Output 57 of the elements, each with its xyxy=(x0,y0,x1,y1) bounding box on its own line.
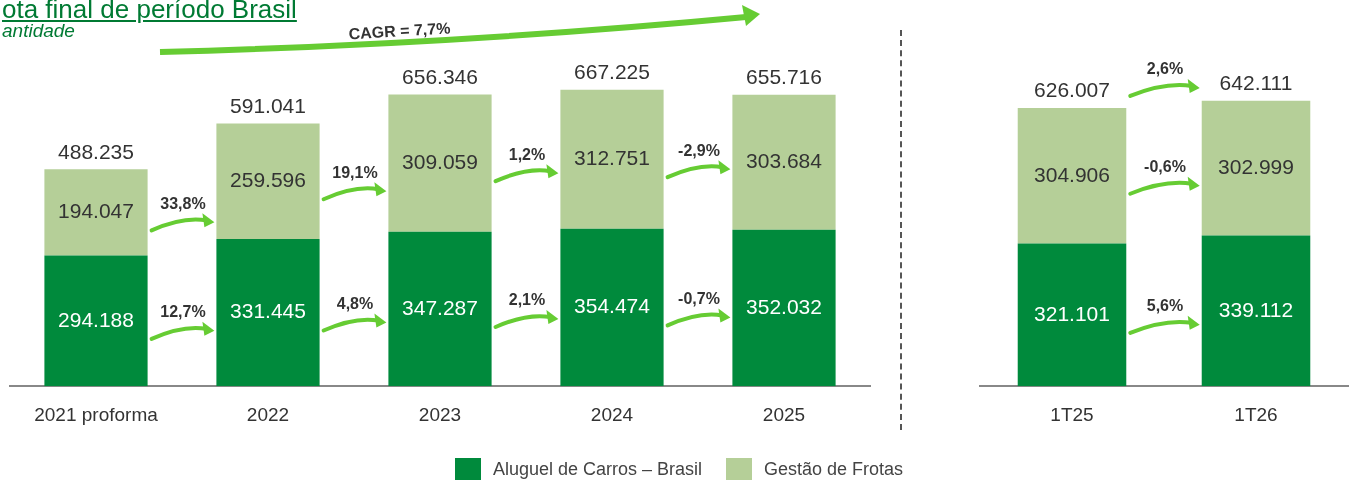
bar xyxy=(44,255,148,387)
text: 2,6% xyxy=(1146,60,1184,78)
x-tick-label: 1T26 xyxy=(1234,403,1278,425)
bar xyxy=(388,94,492,232)
data-label: 354.474 xyxy=(574,294,651,318)
bar xyxy=(216,123,320,239)
total-label: 591.041 xyxy=(230,93,306,117)
total-label: 655.716 xyxy=(746,65,822,89)
x-tick-label: 2021 proforma xyxy=(34,403,159,425)
bar xyxy=(1201,100,1311,236)
data-label: 302.999 xyxy=(1218,154,1294,178)
total-label: 656.346 xyxy=(402,64,478,88)
bar xyxy=(1201,235,1311,387)
annotation: 1,2% xyxy=(508,145,546,163)
x-tick-label: 2023 xyxy=(418,403,462,425)
data-label: 259.596 xyxy=(230,168,306,191)
annotation: -2,9% xyxy=(678,141,720,159)
data-label: 352.032 xyxy=(746,294,822,318)
legend-label: Aluguel de Carros – Brasil xyxy=(492,458,703,480)
bar xyxy=(44,169,148,256)
bar xyxy=(388,231,492,387)
data-label: 321.101 xyxy=(1034,301,1110,325)
total-label: 667.225 xyxy=(574,59,650,83)
text: CAGR = 7,7% xyxy=(348,19,451,43)
total-label: 642.111 xyxy=(1219,71,1293,95)
annotation: -0,6% xyxy=(1144,158,1186,176)
data-label: 194.047 xyxy=(58,199,134,223)
data-label: 309.059 xyxy=(402,149,478,173)
data-label: 312.751 xyxy=(574,145,650,169)
bar xyxy=(732,94,836,230)
total-label: 626.007 xyxy=(1034,78,1110,102)
bar xyxy=(560,89,664,229)
x-tick-label: 1T25 xyxy=(1050,403,1094,425)
data-label: 347.287 xyxy=(402,295,478,319)
data-label: 331.445 xyxy=(230,299,306,323)
bar xyxy=(216,238,320,387)
legend-label: Gestão de Frotas xyxy=(764,458,904,480)
x-tick-label: 2022 xyxy=(246,403,290,425)
bar xyxy=(1017,107,1127,244)
bar xyxy=(560,228,664,387)
annotation: 19,1% xyxy=(332,163,378,181)
data-label: 303.684 xyxy=(746,149,823,173)
total-label: 488.235 xyxy=(58,139,134,163)
annotation: 5,6% xyxy=(1146,297,1184,315)
x-tick-label: 2024 xyxy=(590,403,634,425)
x-tick-label: 2025 xyxy=(762,403,806,425)
annotation: -0,7% xyxy=(678,289,720,307)
bar xyxy=(732,229,836,387)
annotation: 12,7% xyxy=(160,303,206,321)
data-label: 294.188 xyxy=(58,307,134,331)
data-label: 304.906 xyxy=(1034,162,1110,186)
chart-subtitle: antidade xyxy=(2,20,75,42)
annotation: 4,8% xyxy=(336,294,374,312)
data-label: 339.112 xyxy=(1218,297,1294,321)
annotation: 2,1% xyxy=(508,291,546,309)
bar xyxy=(1017,243,1127,387)
annotation: 33,8% xyxy=(160,194,206,212)
